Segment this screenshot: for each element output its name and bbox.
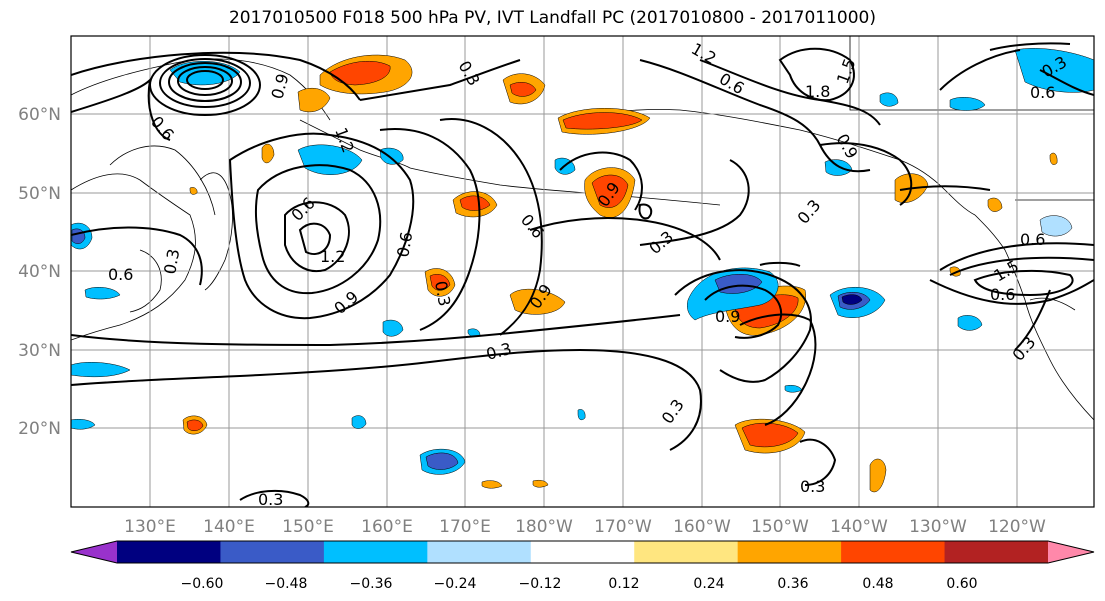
positive-anomaly <box>509 82 537 97</box>
negative-anomaly <box>297 144 363 175</box>
colorbar-cell <box>117 541 221 563</box>
positive-anomaly <box>532 479 549 488</box>
negative-anomaly <box>189 187 198 195</box>
contour-label: 1.2 <box>320 247 345 266</box>
positive-anomaly <box>297 87 331 113</box>
negative-anomaly <box>949 97 986 111</box>
colorbar-tick-label: 0.12 <box>608 576 639 592</box>
negative-anomaly <box>382 319 404 337</box>
colorbar-tick-label: 0.36 <box>777 576 808 592</box>
positive-anomaly <box>459 195 491 211</box>
contour-label: 0.3 <box>431 279 454 307</box>
positive-anomaly <box>869 458 887 493</box>
lon-label: 160°W <box>673 517 731 537</box>
longitude-labels: 130°E 140°E 150°E 160°E 170°E 180°W 170°… <box>124 517 1046 537</box>
positive-anomaly <box>987 197 1003 212</box>
colorbar-tick-label: −0.60 <box>181 576 224 592</box>
lat-label: 20°N <box>18 419 61 439</box>
colorbar-cells <box>70 540 1095 564</box>
negative-anomaly <box>879 92 899 107</box>
positive-anomaly <box>1049 152 1058 165</box>
contour-label: 0.9 <box>715 307 740 326</box>
positive-anomaly <box>591 174 629 208</box>
colorbar-tick-labels: −0.60 −0.48 −0.36 −0.24 −0.12 0.12 0.24 … <box>181 576 978 592</box>
colorbar-cell <box>530 541 635 563</box>
colorbar-extend-high <box>1048 541 1094 563</box>
positive-anomaly <box>429 274 451 291</box>
negative-anomaly <box>379 147 404 165</box>
lon-label: 130°W <box>909 517 967 537</box>
colorbar-outline <box>70 540 1095 564</box>
contour-label: 0.6 <box>1030 83 1055 102</box>
colorbar-tick-label: −0.36 <box>350 576 393 592</box>
map-area: 1.2 0.6 1.8 1.5 0.9 0.6 0.3 1.2 0.9 0.6 … <box>71 36 1094 509</box>
map-title: 2017010500 F018 500 hPa PV, IVT Landfall… <box>228 8 876 28</box>
colorbar-cell <box>323 541 428 563</box>
contour-label: 0.6 <box>1020 230 1045 249</box>
colorbar-extend-low <box>71 541 117 563</box>
negative-anomaly <box>425 452 459 470</box>
shaded-anomalies <box>71 48 1094 493</box>
map-frame <box>70 35 1095 508</box>
positive-anomaly <box>741 422 799 448</box>
positive-anomaly <box>261 143 275 164</box>
colorbar-cell <box>841 541 946 563</box>
lon-label: 160°E <box>361 517 413 537</box>
negative-anomaly <box>71 418 96 430</box>
contour-label: 0.6 <box>393 230 416 258</box>
colorbar-tick-label: 0.24 <box>693 576 724 592</box>
lon-label: 150°E <box>282 517 334 537</box>
negative-anomaly <box>351 415 367 429</box>
negative-anomaly <box>841 294 863 305</box>
negative-anomaly <box>1039 215 1073 237</box>
colorbar-cell <box>634 541 739 563</box>
positive-anomaly <box>509 288 566 315</box>
lon-label: 180°W <box>515 517 573 537</box>
negative-anomaly <box>1014 48 1094 93</box>
lon-label: 170°W <box>594 517 652 537</box>
contour-label: 0.6 <box>990 285 1015 304</box>
lat-label: 50°N <box>18 184 61 204</box>
contour-label: 1.8 <box>805 82 830 101</box>
lon-label: 120°W <box>988 517 1046 537</box>
lat-label: 60°N <box>18 105 61 125</box>
positive-anomaly <box>481 480 503 489</box>
latitude-labels: 60°N 50°N 40°N 30°N 20°N <box>18 105 61 439</box>
contour-label: 0.3 <box>800 477 825 496</box>
pv-contours <box>71 42 1094 507</box>
lon-label: 140°W <box>830 517 888 537</box>
lat-label: 30°N <box>18 341 61 361</box>
colorbar-cell <box>220 541 325 563</box>
colorbar-tick-label: −0.12 <box>519 576 562 592</box>
colorbar-cell <box>737 541 842 563</box>
colorbar-tick-label: 0.60 <box>946 576 977 592</box>
positive-anomaly <box>562 112 643 130</box>
lon-label: 170°E <box>439 517 491 537</box>
colorbar: −0.60 −0.48 −0.36 −0.24 −0.12 0.12 0.24 … <box>70 540 1095 592</box>
lon-label: 130°E <box>124 517 176 537</box>
negative-anomaly <box>577 409 586 421</box>
contour-label: 0.3 <box>258 490 283 509</box>
lon-label: 140°E <box>203 517 255 537</box>
positive-anomaly <box>329 61 391 86</box>
colorbar-cell <box>944 541 1049 563</box>
contour-label: 0.3 <box>160 247 183 275</box>
colorbar-tick-label: −0.24 <box>434 576 477 592</box>
colorbar-tick-label: −0.48 <box>265 576 308 592</box>
colorbar-cell <box>427 541 532 563</box>
lon-label: 150°W <box>751 517 809 537</box>
positive-anomaly <box>186 419 204 431</box>
contour-label: 0.6 <box>108 265 133 284</box>
lat-label: 40°N <box>18 262 61 282</box>
negative-anomaly <box>84 287 121 300</box>
negative-anomaly <box>957 315 983 331</box>
negative-anomaly <box>71 362 131 378</box>
colorbar-tick-label: 0.48 <box>862 576 893 592</box>
